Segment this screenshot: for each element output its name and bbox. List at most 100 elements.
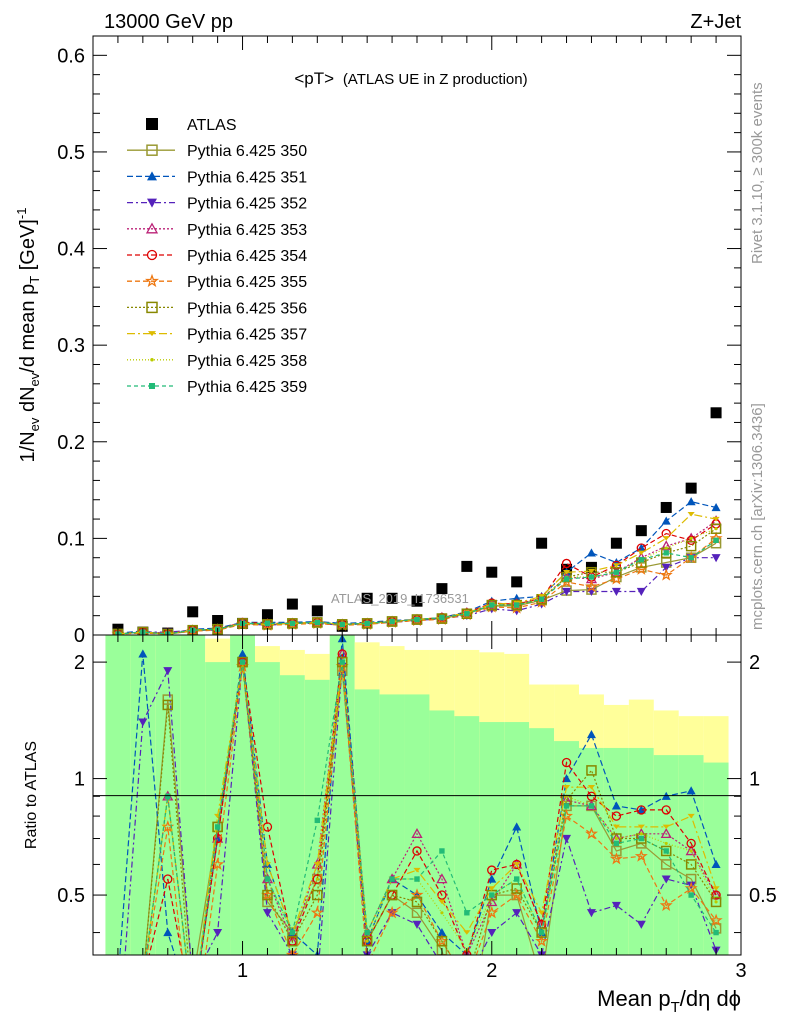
ratio-point bbox=[538, 929, 545, 936]
ratio-y-tick-label: 0.5 bbox=[57, 885, 85, 907]
mc-point bbox=[688, 555, 694, 561]
ratio-point bbox=[211, 857, 225, 870]
ratio-band-inner bbox=[404, 694, 430, 955]
main-y-tick-label: 0.6 bbox=[57, 45, 85, 67]
ratio-point bbox=[188, 976, 197, 985]
ratio-point bbox=[488, 886, 496, 891]
ratio-point bbox=[191, 1010, 194, 1013]
ratio-point bbox=[613, 840, 620, 847]
data-point bbox=[610, 537, 622, 549]
plot-title-main: <pT> bbox=[294, 69, 334, 88]
ratio-band-inner bbox=[454, 716, 480, 955]
mc-point bbox=[389, 618, 395, 625]
legend-marker bbox=[146, 144, 158, 156]
watermark: ATLAS_2019_I1736531 bbox=[331, 591, 469, 606]
ratio-point bbox=[212, 821, 223, 833]
data-point bbox=[361, 592, 373, 604]
legend-marker bbox=[144, 273, 160, 288]
mc-point bbox=[386, 616, 398, 627]
ratio-point bbox=[438, 899, 446, 905]
main-y-tick-label: 0.3 bbox=[57, 335, 85, 357]
legend-entry: Pythia 6.425 350 bbox=[127, 143, 307, 160]
data-point bbox=[187, 606, 199, 618]
mc-point bbox=[439, 614, 445, 621]
ratio-point bbox=[685, 859, 697, 870]
mc-point bbox=[339, 621, 345, 628]
mc-point bbox=[314, 619, 321, 626]
legend-entry: Pythia 6.425 357 bbox=[127, 327, 307, 344]
ratio-point bbox=[437, 928, 447, 937]
ratio-y-tick-label-right: 2 bbox=[749, 652, 760, 674]
legend-label: Pythia 6.425 355 bbox=[187, 274, 307, 291]
ratio-point bbox=[489, 892, 495, 898]
mc-point bbox=[563, 576, 570, 582]
ratio-point bbox=[413, 867, 421, 873]
ratio-point bbox=[664, 841, 668, 845]
ratio-point bbox=[636, 805, 646, 814]
ratio-point bbox=[238, 649, 248, 658]
mc-point bbox=[689, 536, 693, 540]
legend-marker bbox=[150, 358, 154, 362]
ratio-point bbox=[563, 803, 570, 809]
ratio-point bbox=[436, 935, 448, 947]
data-point bbox=[635, 525, 647, 537]
ratio-point bbox=[389, 876, 395, 882]
ratio-point bbox=[113, 976, 122, 984]
ratio-point bbox=[538, 910, 546, 916]
mc-point bbox=[161, 627, 175, 635]
legend-label: Pythia 6.425 350 bbox=[187, 143, 307, 160]
mc-point bbox=[613, 569, 620, 575]
ratio-point bbox=[138, 649, 148, 658]
mc-point bbox=[111, 627, 125, 635]
ratio-point bbox=[314, 817, 321, 824]
mc-point bbox=[714, 527, 718, 531]
mcplots-label: mcplots.cern.ch [arXiv:1306.3436] bbox=[749, 403, 766, 630]
ratio-point bbox=[636, 920, 646, 929]
data-point bbox=[436, 583, 448, 595]
legend-marker bbox=[146, 118, 158, 130]
legend-label: ATLAS bbox=[187, 117, 237, 134]
ratio-point bbox=[163, 874, 173, 884]
mc-point bbox=[364, 620, 370, 627]
ratio-point bbox=[287, 935, 298, 947]
ratio-point bbox=[512, 909, 522, 918]
ratio-point bbox=[659, 898, 673, 912]
ratio-point bbox=[686, 786, 696, 795]
mc-point bbox=[687, 511, 695, 517]
rivet-label: Rivet 3.1.10, ≥ 300k events bbox=[749, 82, 766, 264]
ratio-point bbox=[684, 881, 698, 895]
mc-point bbox=[611, 560, 622, 571]
legend-marker bbox=[146, 249, 158, 261]
ratio-point bbox=[713, 929, 719, 936]
main-y-axis-title: 1/Nev dNev/d mean pT [GeV]-1 bbox=[14, 208, 42, 463]
x-tick-label: 1 bbox=[237, 960, 248, 982]
legend-entry: Pythia 6.425 356 bbox=[127, 300, 307, 317]
ratio-point bbox=[562, 784, 571, 790]
legend-label: Pythia 6.425 352 bbox=[187, 196, 307, 213]
plot-title-sub: (ATLAS UE in Z production) bbox=[343, 71, 528, 88]
mc-point bbox=[662, 536, 670, 541]
ratio-point bbox=[386, 889, 398, 901]
ratio-point bbox=[188, 1007, 197, 1015]
ratio-point bbox=[709, 913, 723, 926]
data-point bbox=[411, 595, 423, 607]
ratio-point bbox=[412, 846, 422, 856]
ratio-series-line bbox=[146, 666, 717, 955]
legend-marker bbox=[148, 331, 156, 337]
legend-label: Pythia 6.425 358 bbox=[187, 353, 307, 370]
ratio-point bbox=[464, 910, 470, 916]
energy-label: 13000 GeV pp bbox=[104, 11, 233, 33]
ratio-point bbox=[212, 833, 223, 844]
ratio-point bbox=[462, 976, 471, 985]
plot-title: <pT> (ATLAS UE in Z production) bbox=[294, 69, 527, 88]
ratio-point bbox=[485, 905, 499, 919]
mc-point bbox=[685, 540, 697, 552]
mc-point bbox=[661, 516, 671, 525]
legend-marker bbox=[147, 198, 157, 208]
mc-point bbox=[489, 602, 495, 608]
mc-point bbox=[611, 566, 622, 578]
ratio-point bbox=[688, 892, 694, 898]
ratio-y-axis-title: Ratio to ATLAS bbox=[23, 741, 40, 849]
ratio-point bbox=[662, 824, 670, 830]
ratio-point bbox=[561, 757, 572, 768]
